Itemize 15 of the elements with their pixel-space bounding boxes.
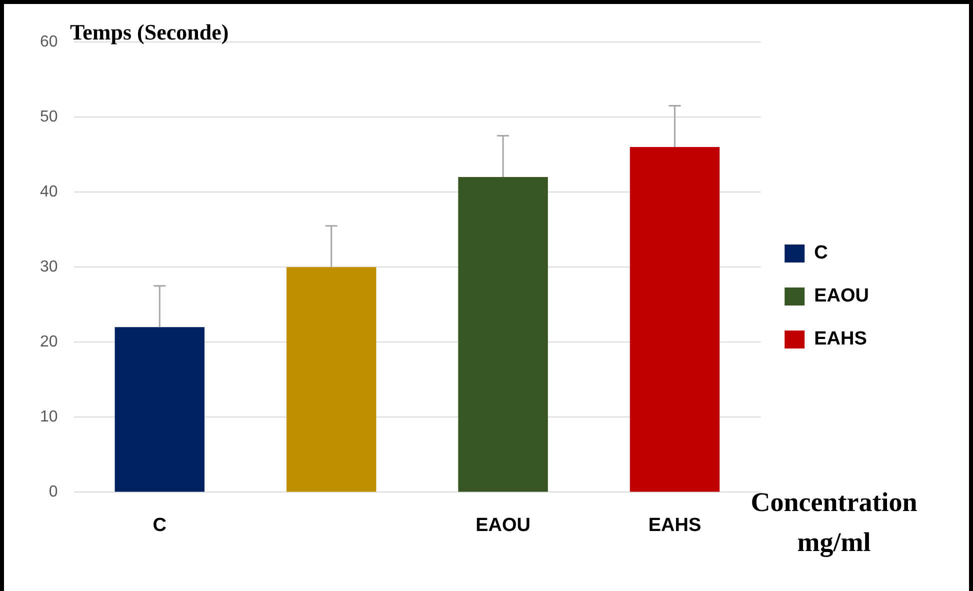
- y-tick-label: 50: [40, 108, 58, 126]
- x-tick-label: C: [152, 514, 167, 536]
- y-tick-label: 0: [48, 484, 58, 501]
- legend-label: EAOU: [814, 286, 870, 307]
- y-axis-title: Temps (Seconde): [70, 20, 229, 45]
- y-tick-label: 20: [40, 334, 58, 351]
- y-tick-label: 40: [40, 183, 58, 200]
- legend-label: C: [814, 242, 828, 264]
- y-tick-label: 60: [40, 33, 58, 50]
- x-tick-label: EAOU: [476, 514, 531, 536]
- x-tick-label: EAHS: [648, 514, 702, 536]
- y-tick-label: 10: [40, 408, 58, 426]
- legend-label: EAHS: [814, 328, 867, 350]
- x-axis-title: Concentration mg/ml: [750, 486, 918, 557]
- y-tick-label: 30: [40, 258, 58, 276]
